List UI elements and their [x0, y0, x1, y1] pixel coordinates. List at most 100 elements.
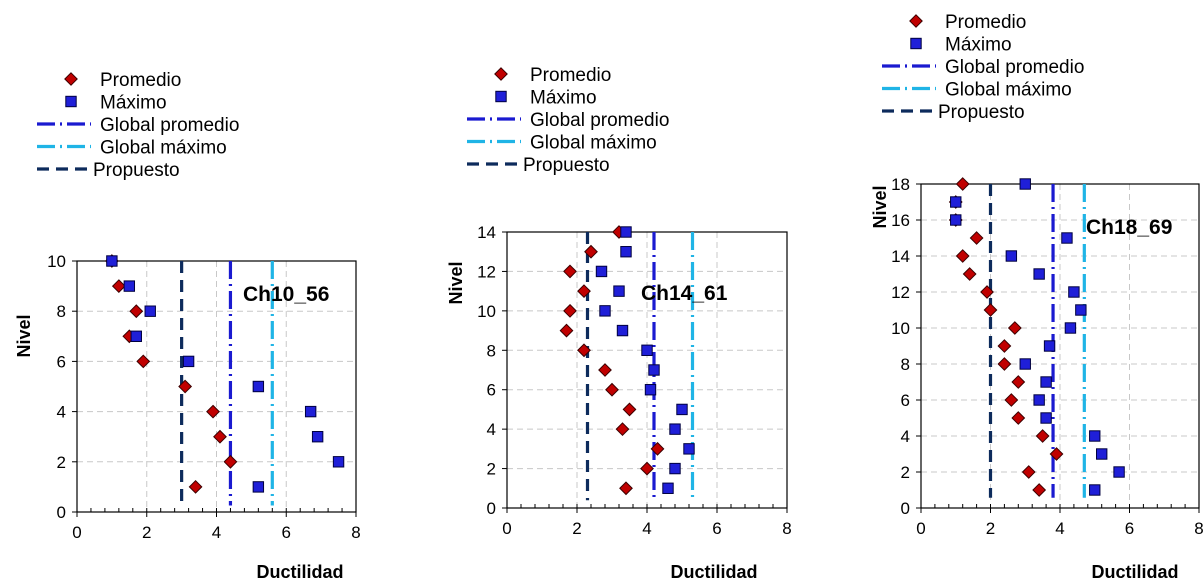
y-axis-title: Nivel: [446, 261, 466, 304]
maximo-point: [332, 456, 345, 468]
legend-label: Promedio: [530, 65, 611, 86]
maximo-point: [1113, 466, 1125, 478]
x-tick-label: 8: [351, 523, 360, 542]
y-axis-title: Nivel: [870, 185, 890, 228]
y-tick-label: 12: [477, 262, 496, 281]
x-tick-label: 2: [572, 519, 581, 538]
promedio-point: [111, 279, 126, 294]
legend-promedio-marker: [494, 67, 508, 81]
x-tick-label: 0: [502, 519, 511, 538]
x-tick-label: 2: [986, 519, 995, 538]
maximo-point: [1061, 232, 1073, 244]
x-axis-title: Ductilidad: [670, 562, 757, 582]
y-tick-label: 0: [57, 503, 66, 522]
maximo-point: [106, 255, 118, 267]
promedio-point: [1004, 393, 1019, 407]
maximo-point: [182, 355, 195, 368]
maximo-point: [595, 265, 608, 278]
legend-label: Propuesto: [938, 102, 1025, 123]
maximo-point: [613, 285, 625, 297]
y-tick-label: 0: [487, 499, 496, 518]
y-tick-label: 10: [47, 252, 66, 271]
legend-label: Propuesto: [523, 155, 610, 176]
maximo-point: [644, 384, 657, 396]
promedio-point: [213, 429, 227, 444]
y-tick-label: 10: [477, 302, 496, 321]
promedio-point: [206, 404, 220, 419]
legend-label: Global promedio: [100, 115, 239, 136]
maximo-point: [1040, 412, 1052, 424]
maximo-point: [669, 462, 681, 475]
promedio-point: [223, 454, 238, 469]
x-tick-label: 8: [782, 519, 791, 538]
x-tick-label: 0: [916, 519, 925, 538]
maximo-point: [950, 196, 962, 208]
panel-label: Ch10_56: [243, 283, 329, 306]
maximo-point: [1064, 322, 1077, 334]
promedio-point: [1021, 465, 1036, 479]
x-tick-label: 4: [212, 523, 221, 542]
promedio-point: [188, 479, 203, 494]
maximo-point: [1033, 268, 1045, 280]
legend-maximo-marker: [495, 90, 507, 103]
legend-maximo-marker: [65, 95, 77, 108]
promedio-point: [1011, 411, 1026, 425]
legend-label: Máximo: [530, 88, 597, 109]
maximo-point: [144, 305, 156, 317]
promedio-point: [1049, 447, 1064, 461]
y-tick-label: 16: [891, 211, 910, 230]
promedio-point: [577, 284, 591, 299]
y-tick-label: 14: [891, 247, 910, 266]
chart-panel-ch14-61: 0 2 4 6 8 0 2 4 6 8 10 12 14 Ch14_61 Ductilidad Nivel Pr…: [446, 65, 792, 582]
promedio-point: [605, 382, 619, 397]
panel-label: Ch14_61: [641, 282, 728, 305]
maximo-point: [641, 344, 653, 356]
y-axis-title: Nivel: [14, 314, 34, 357]
maximo-point: [1019, 178, 1031, 190]
maximo-point: [1096, 448, 1108, 460]
y-tick-label: 6: [487, 381, 496, 400]
maximo-point: [620, 246, 632, 258]
promedio-point: [129, 304, 144, 319]
y-tick-label: 4: [57, 403, 66, 422]
x-axis-title: Ductilidad: [256, 562, 343, 582]
promedio-point: [997, 339, 1012, 353]
maximo-point: [304, 405, 317, 418]
promedio-point: [136, 354, 151, 369]
maximo-point: [1005, 250, 1018, 262]
maximo-point: [676, 403, 688, 416]
y-tick-label: 8: [487, 341, 496, 360]
legend-label: Promedio: [100, 70, 181, 91]
y-tick-label: 6: [901, 391, 910, 410]
y-tick-label: 4: [487, 420, 496, 439]
y-tick-label: 14: [477, 223, 496, 242]
legend-promedio-marker: [64, 72, 78, 86]
promedio-point: [619, 481, 633, 496]
y-tick-label: 8: [57, 302, 66, 321]
legend-label: Propuesto: [93, 160, 180, 181]
promedio-point: [615, 422, 630, 437]
legend-label: Global promedio: [530, 110, 669, 131]
legend-promedio-marker: [909, 14, 923, 28]
promedio-point: [577, 343, 591, 358]
x-axis-title: Ductilidad: [1091, 562, 1178, 582]
promedio-point: [969, 231, 984, 245]
maximo-point: [662, 482, 674, 494]
x-tick-label: 6: [282, 523, 291, 542]
promedio-point: [980, 285, 994, 299]
maximo-point: [123, 280, 136, 292]
y-tick-label: 12: [891, 283, 910, 302]
y-tick-label: 2: [487, 460, 496, 479]
legend-label: Promedio: [945, 12, 1026, 33]
x-tick-label: 4: [1055, 519, 1064, 538]
x-tick-label: 2: [142, 523, 151, 542]
promedio-point: [178, 379, 193, 394]
maximo-point: [1033, 394, 1045, 406]
maximo-point: [1068, 286, 1080, 298]
y-tick-label: 2: [57, 453, 66, 472]
maximo-point: [1019, 358, 1031, 370]
maximo-point: [311, 431, 324, 443]
